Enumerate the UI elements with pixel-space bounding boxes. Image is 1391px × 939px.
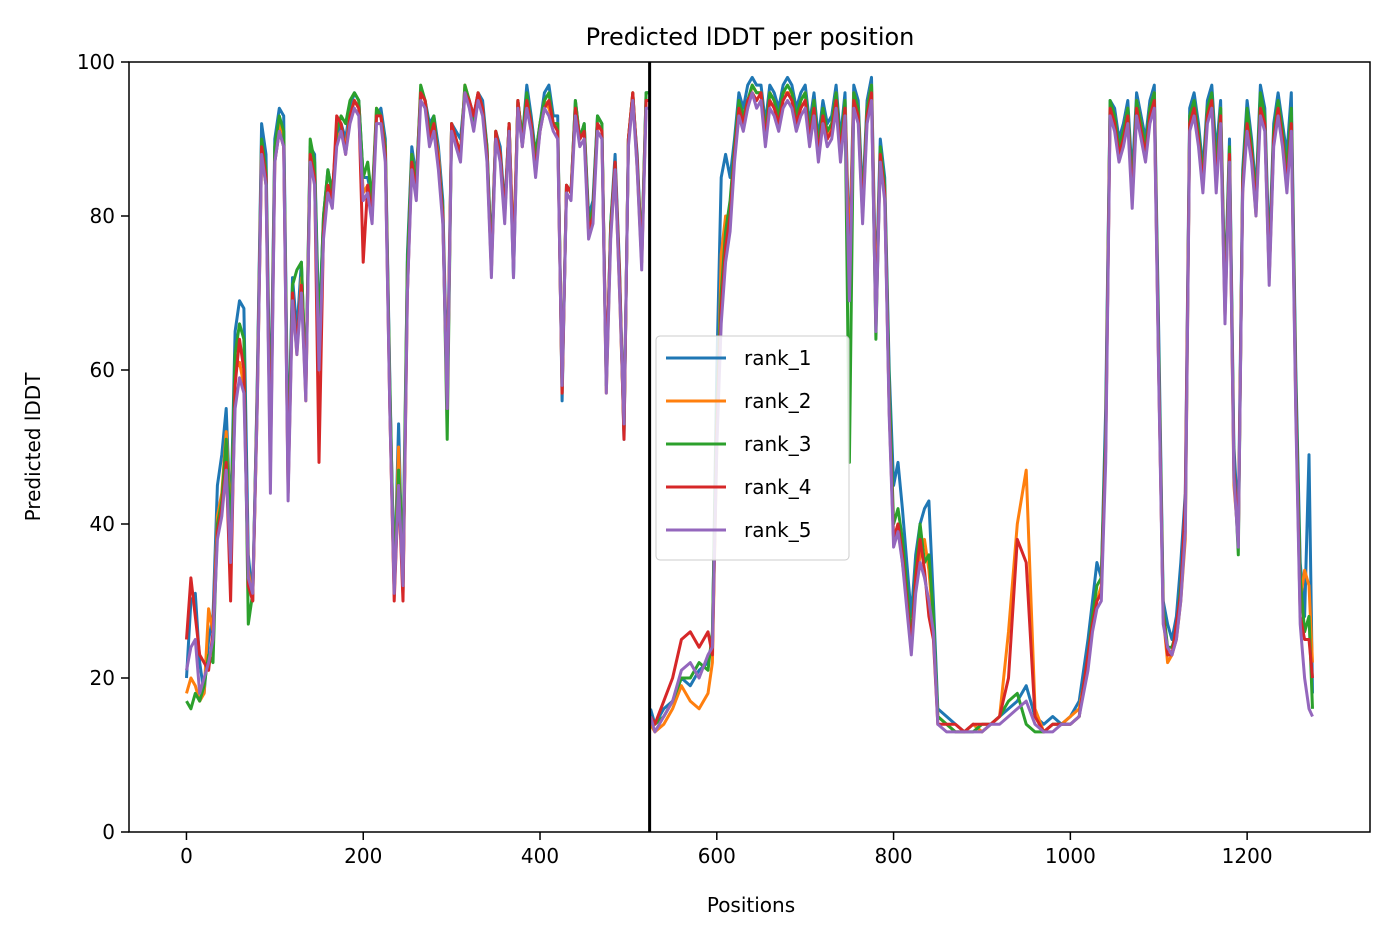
y-axis-ticks: 0 20 40 60 80 100 [77,50,129,844]
y-axis-label: Predicted lDDT [21,372,45,522]
y-tick-label: 40 [90,512,115,536]
y-tick-label: 100 [77,50,115,74]
x-tick-label: 800 [874,844,912,868]
x-tick-label: 200 [344,844,382,868]
x-tick-label: 1000 [1045,844,1096,868]
plot-lines [185,75,1314,734]
x-axis-ticks: 0 200 400 600 800 1000 1200 [180,832,1273,868]
y-tick-label: 60 [90,358,115,382]
y-tick-label: 80 [90,204,115,228]
plot-frame [128,61,1371,833]
y-tick-label: 20 [90,666,115,690]
x-tick-label: 400 [521,844,559,868]
x-axis-label: Positions [707,893,795,917]
legend-label-rank_4: rank_4 [744,475,811,499]
legend-label-rank_3: rank_3 [744,432,811,456]
x-tick-label: 0 [180,844,193,868]
legend-label-rank_2: rank_2 [744,389,811,413]
legend-label-rank_1: rank_1 [744,346,811,370]
y-tick-label: 0 [102,820,115,844]
series-line-rank_5-chain-a [185,91,650,695]
series-line-rank_5-chain-b [649,91,1314,734]
x-tick-label: 1200 [1222,844,1273,868]
legend-box [655,335,850,561]
chart-title: Predicted lDDT per position [586,23,915,51]
legend: rank_1 rank_2 rank_3 rank_4 rank_5 [655,335,850,561]
x-tick-label: 600 [698,844,736,868]
legend-label-rank_5: rank_5 [744,518,811,542]
